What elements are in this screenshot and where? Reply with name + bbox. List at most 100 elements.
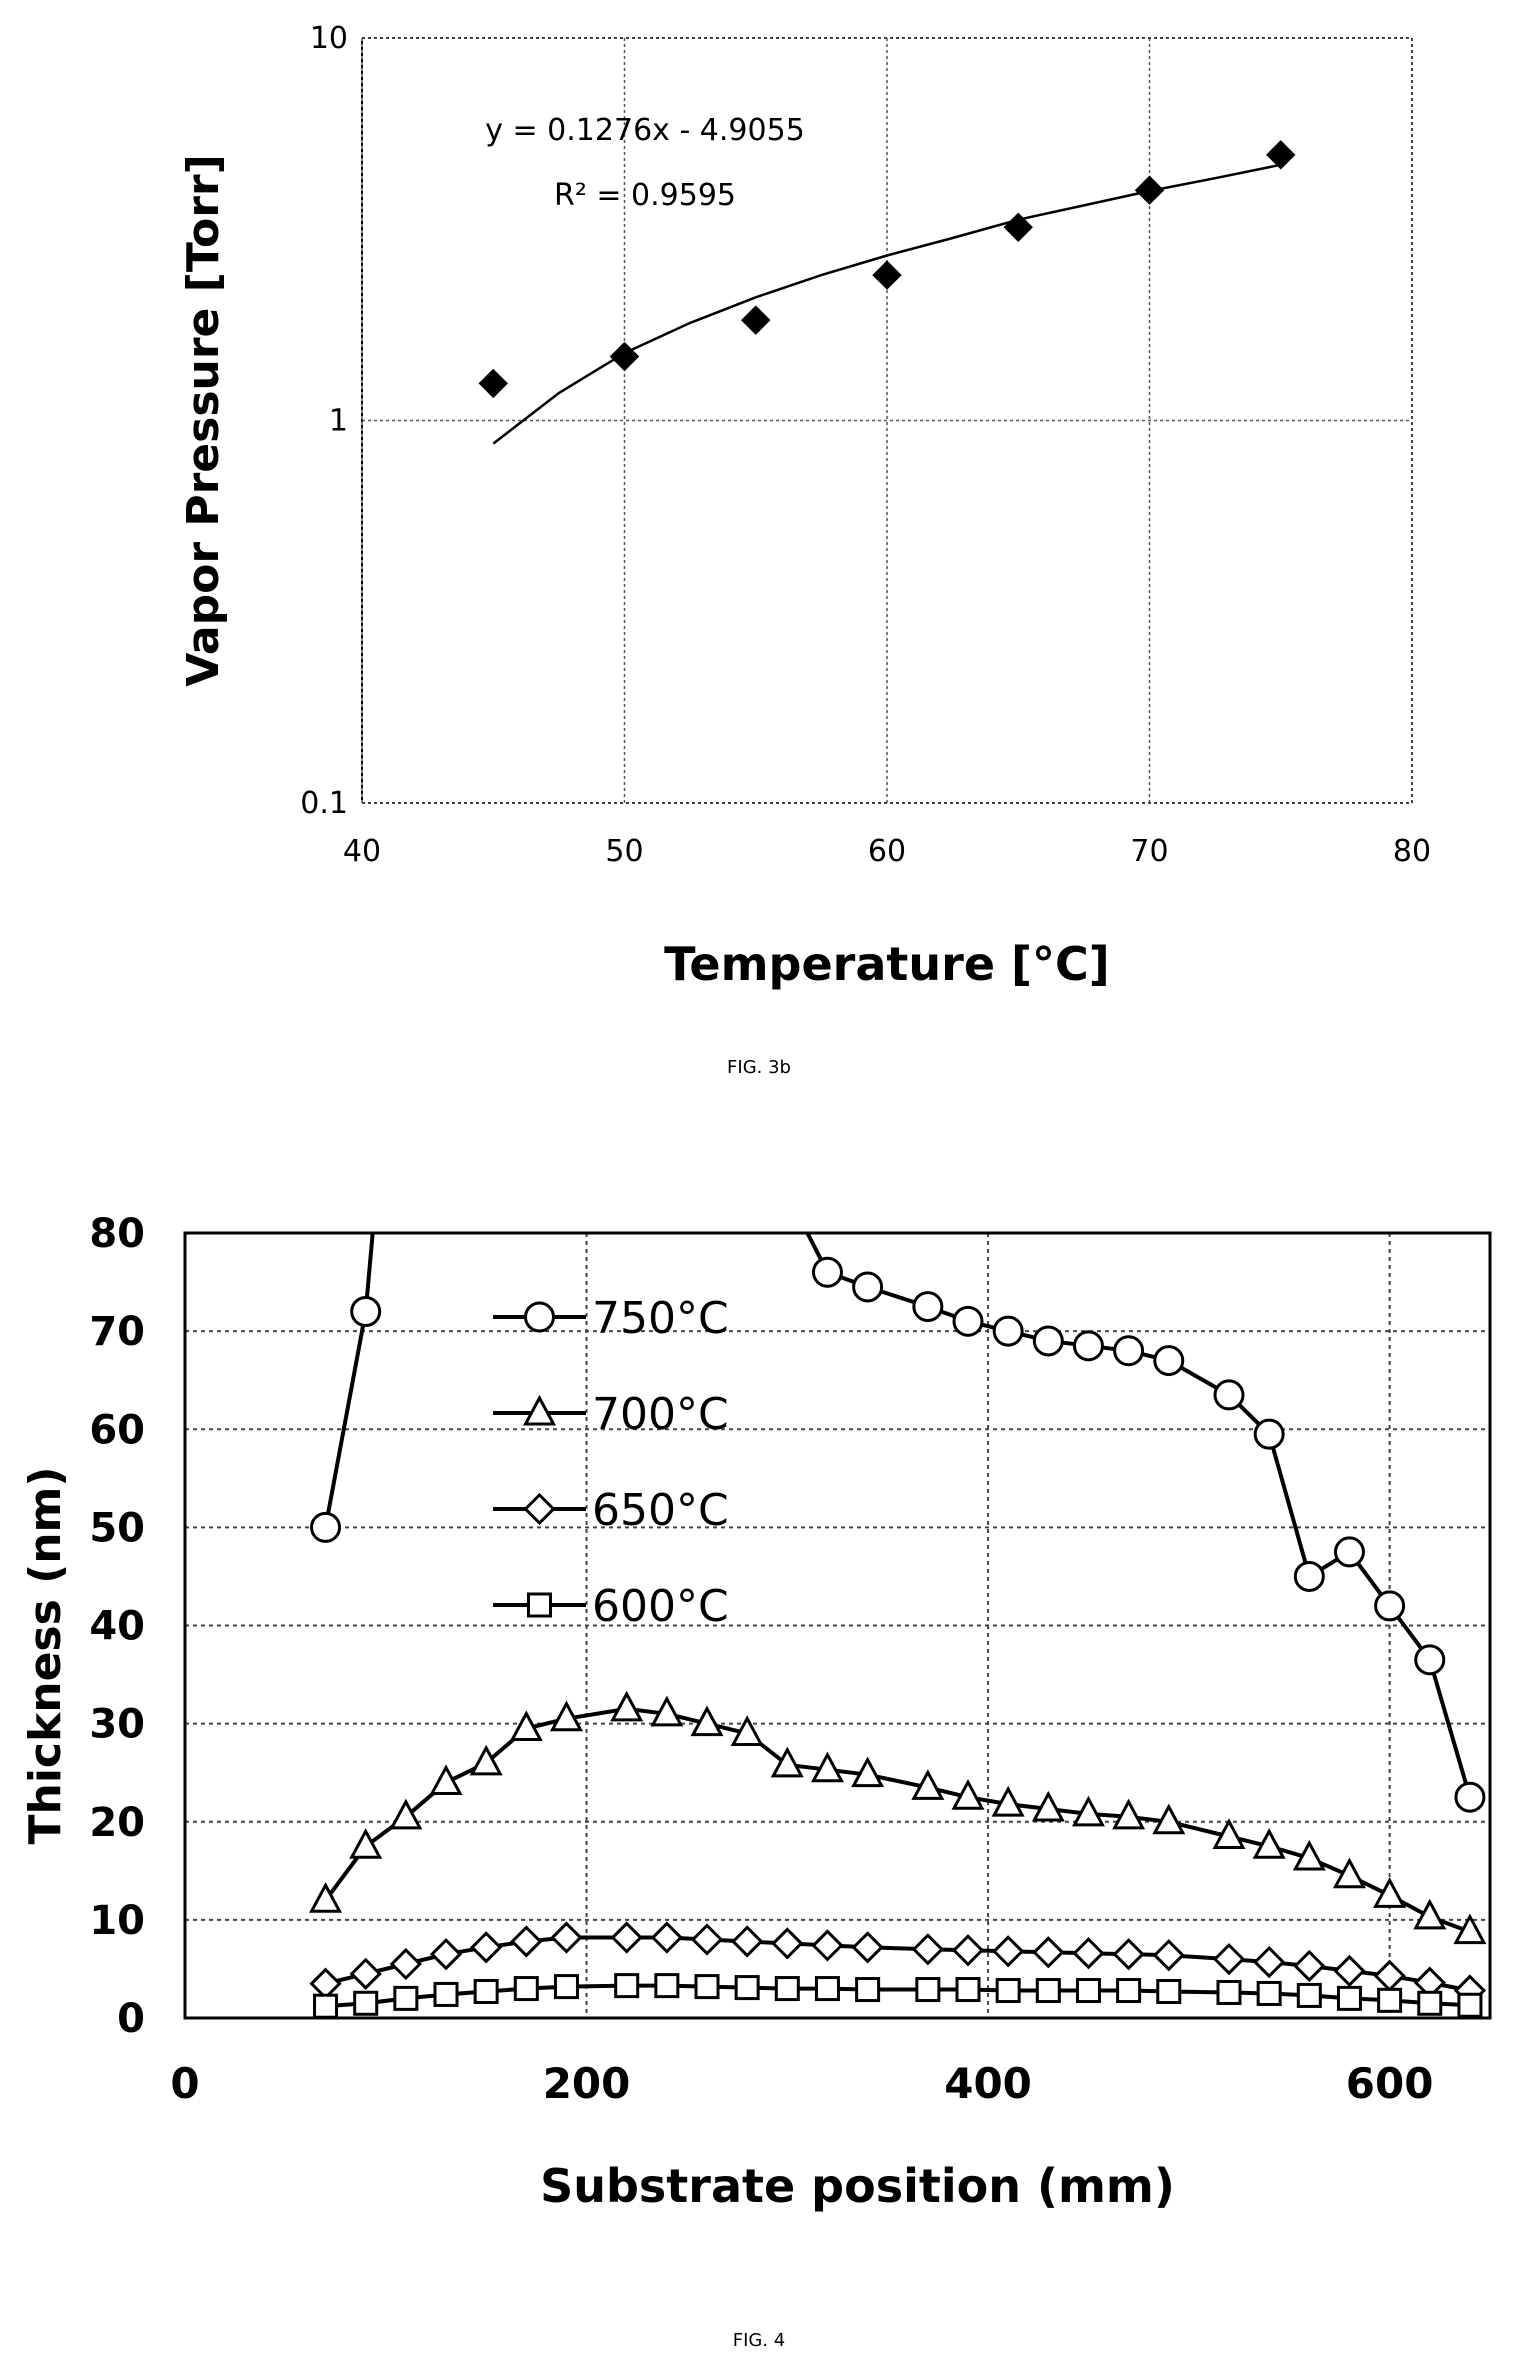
data-point: [1113, 1335, 1145, 1367]
data-point: [473, 1979, 499, 2005]
series-line: [323, 1311, 368, 1528]
data-point: [771, 1927, 804, 1960]
data-point: [1454, 1781, 1486, 1813]
data-point: [309, 1967, 342, 2000]
legend: 750°C 700°C 650°C 600°C: [493, 1293, 729, 1632]
x-axis-title: Temperature [°C]: [664, 937, 1110, 991]
data-point: [353, 1990, 379, 2016]
series-line: [323, 1706, 1471, 1934]
y-tick-label: 60: [89, 1407, 145, 1453]
data-point: [550, 1921, 583, 1954]
data-point: [610, 1690, 644, 1722]
y-axis-title: Vapor Pressure [Torr]: [178, 154, 229, 686]
data-point: [1112, 1938, 1145, 1971]
data-point: [770, 1746, 804, 1778]
data-point: [1414, 1644, 1446, 1676]
data-point: [1417, 1990, 1443, 2016]
data-point: [469, 1744, 503, 1776]
data-point: [1377, 1987, 1403, 2013]
data-point: [1003, 212, 1033, 242]
x-tick-label: 80: [1393, 834, 1431, 869]
legend-label: 750°C: [592, 1293, 729, 1344]
data-point: [1253, 1945, 1286, 1979]
x-tick-labels: 0 200 400 600: [170, 2059, 1433, 2108]
data-point: [614, 1973, 640, 1999]
x-tick-label: 50: [605, 834, 643, 869]
data-point: [952, 1305, 984, 1337]
data-point: [1072, 1330, 1104, 1362]
data-point: [429, 1764, 463, 1795]
data-point: [1071, 1795, 1105, 1827]
data-point: [1112, 1798, 1146, 1830]
data-point: [309, 1882, 343, 1913]
data-point: [911, 1769, 945, 1800]
data-point: [992, 1935, 1025, 1968]
data-point: [955, 1977, 981, 2003]
legend-marker: [522, 1394, 557, 1426]
series-line: [826, 1270, 1472, 1798]
data-point: [1252, 1828, 1286, 1859]
y-tick-label: 1: [329, 404, 348, 439]
data-point: [992, 1315, 1024, 1347]
data-point: [855, 1977, 881, 2003]
data-point: [1457, 1992, 1483, 2018]
data-point: [478, 368, 508, 399]
data-point: [1032, 1936, 1065, 1969]
data-point: [1374, 1590, 1406, 1622]
data-point: [951, 1934, 985, 1967]
data-point: [1296, 1982, 1322, 2008]
y-tick-label: 50: [89, 1505, 145, 1551]
data-point: [911, 1933, 944, 1966]
data-point: [429, 1938, 463, 1971]
x-tick-label: 0: [170, 2059, 199, 2108]
series-line: [363, 1233, 375, 1312]
data-point: [851, 1756, 885, 1788]
legend-label: 650°C: [592, 1485, 729, 1536]
data-point: [995, 1978, 1021, 2004]
legend-label: 700°C: [592, 1389, 729, 1440]
x-tick-label: 200: [543, 2059, 631, 2108]
data-point: [1116, 1978, 1142, 2004]
data-point: [912, 1291, 944, 1323]
data-point: [810, 1751, 844, 1783]
data-point: [1256, 1980, 1282, 2006]
data-point: [1152, 1803, 1186, 1835]
legend-marker: [527, 1592, 552, 1618]
data-point: [811, 1929, 844, 1962]
series-line: [325, 1983, 1470, 2009]
y-tick-label: 10: [310, 21, 348, 56]
x-tick-label: 70: [1130, 834, 1168, 869]
data-point: [851, 1931, 884, 1964]
data-point: [951, 1779, 985, 1810]
series-line: [325, 1935, 1471, 1993]
data-point: [549, 1700, 583, 1732]
data-point: [694, 1974, 720, 2000]
plot-area: [183, 1231, 1492, 2020]
data-point: [509, 1710, 543, 1742]
y-tick-labels: 0.1 1 10: [300, 21, 348, 821]
data-point: [389, 1798, 423, 1830]
data-points: [478, 140, 1296, 399]
data-point: [389, 1947, 422, 1981]
x-tick-label: 40: [343, 834, 381, 869]
data-point: [1213, 1379, 1245, 1411]
data-point: [1266, 140, 1296, 170]
data-point: [734, 1975, 760, 2001]
x-axis-title: Substrate position (mm): [540, 2159, 1175, 2213]
data-point: [1075, 1978, 1101, 2004]
data-point: [1413, 1898, 1447, 1930]
y-tick-label: 70: [89, 1309, 145, 1355]
data-point: [510, 1925, 543, 1958]
data-point: [811, 1256, 843, 1288]
thickness-chart: 0 200 400 600 0 10 20 30 40 50 60 70 80 750°C 700°C 6…: [20, 1211, 1492, 2213]
vapor-pressure-chart: 40 50 60 70 80 0.1 1 10 y = 0.1276x - 4.9055 R…: [178, 21, 1431, 991]
data-point: [433, 1981, 459, 2007]
data-point: [1453, 1913, 1487, 1945]
data-point: [313, 1993, 339, 2019]
legend-label: 600°C: [592, 1581, 729, 1632]
data-point: [1156, 1979, 1182, 2005]
y-tick-label: 40: [89, 1604, 145, 1650]
figure-caption-3b: FIG. 3b: [727, 1057, 791, 1078]
data-point: [872, 260, 902, 290]
